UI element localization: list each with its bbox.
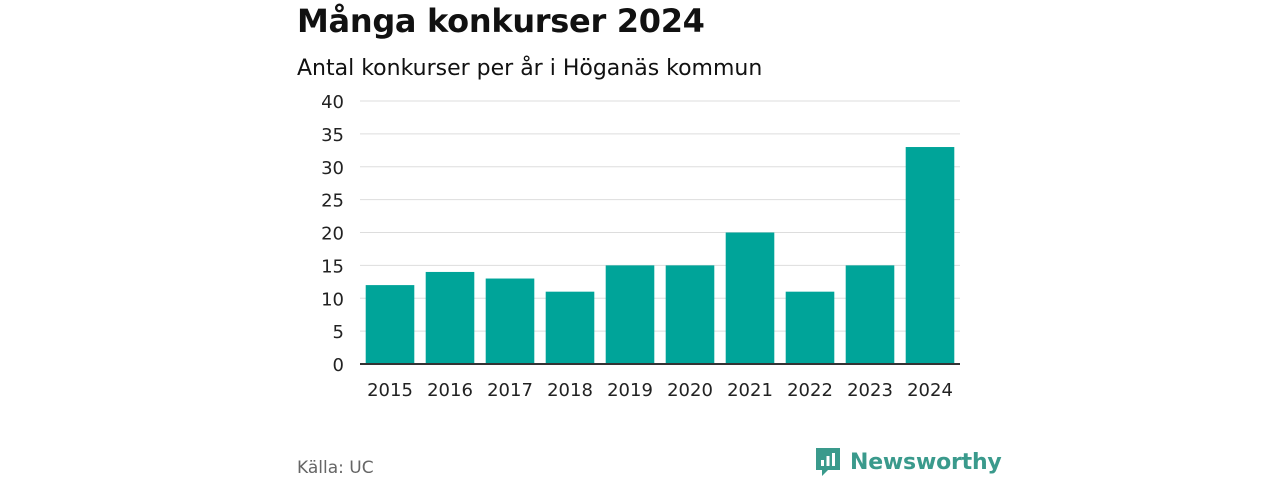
x-tick-label: 2018 [547, 380, 593, 401]
y-tick-label: 40 [321, 92, 344, 113]
bar-2015 [365, 285, 415, 364]
bar-2023 [845, 265, 895, 364]
bar-2018 [545, 291, 595, 364]
bar-2019 [605, 265, 655, 364]
bar-2022 [785, 291, 835, 364]
bar-2016 [425, 271, 475, 364]
bar-2017 [485, 278, 535, 364]
x-tick-label: 2016 [427, 380, 473, 401]
x-tick-label: 2022 [787, 380, 833, 401]
x-tick-label: 2015 [367, 380, 413, 401]
y-tick-label: 20 [321, 224, 344, 245]
y-tick-label: 15 [321, 256, 344, 277]
y-tick-label: 10 [321, 289, 344, 310]
y-tick-label: 30 [321, 158, 344, 179]
bar-2021 [725, 232, 775, 364]
y-tick-label: 0 [333, 355, 344, 376]
x-tick-label: 2019 [607, 380, 653, 401]
x-tick-label: 2023 [847, 380, 893, 401]
brand-logo: Newsworthy [814, 446, 1002, 478]
y-tick-label: 5 [333, 322, 344, 343]
chart-subtitle: Antal konkurser per år i Höganäs kommun [297, 56, 763, 81]
source-note: Källa: UC [297, 458, 374, 478]
bars [365, 147, 955, 364]
chart-title: Många konkurser 2024 [297, 2, 705, 40]
bar-2024 [905, 147, 955, 364]
bar-2020 [665, 265, 715, 364]
brand-name: Newsworthy [850, 449, 1002, 475]
x-tick-label: 2024 [907, 380, 953, 401]
y-tick-label: 35 [321, 125, 344, 146]
x-tick-label: 2020 [667, 380, 713, 401]
x-axis-ticks: 2015 2016 2017 2018 2019 2020 2021 2022 2023 2024 [367, 380, 953, 401]
x-tick-label: 2017 [487, 380, 533, 401]
y-axis-ticks: 0 5 10 15 20 25 30 35 40 [321, 92, 344, 376]
grid-lines [360, 100, 960, 332]
bar-chart: 0 5 10 15 20 25 30 35 40 2015 2016 2017 2018 2019 202… [321, 92, 960, 401]
x-tick-label: 2021 [727, 380, 773, 401]
y-tick-label: 25 [321, 191, 344, 212]
newsworthy-logo-icon [816, 448, 840, 476]
